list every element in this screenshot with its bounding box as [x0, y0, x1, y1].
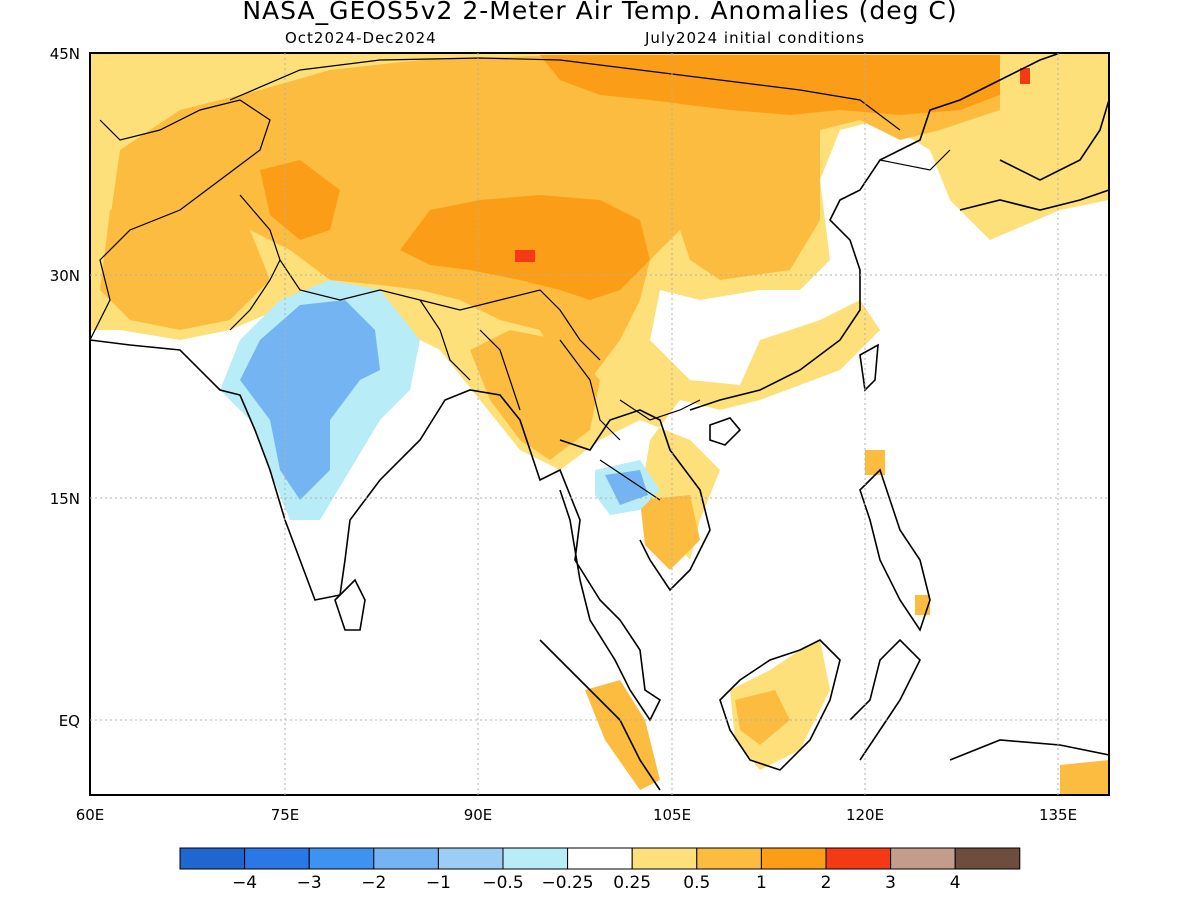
- tibetan-plateau: [400, 195, 650, 300]
- lon-label: 75E: [271, 806, 300, 824]
- colorbar-label: 4: [950, 873, 961, 893]
- colorbar-swatch: [825, 847, 892, 870]
- lat-label: 15N: [50, 490, 80, 508]
- colorbar-swatch: [954, 847, 1021, 870]
- korea-hotspot: [1020, 68, 1030, 84]
- coastlines: [90, 53, 1109, 791]
- borneo-warm: [735, 690, 790, 745]
- lon-label: 120E: [846, 806, 884, 824]
- kashmir-warm: [260, 160, 340, 240]
- colorbar-label: −2: [361, 873, 386, 893]
- initial-conditions: July2024 initial conditions: [645, 29, 866, 47]
- tibet-hotspot: [515, 250, 535, 262]
- colorbar-label: 2: [821, 873, 832, 893]
- mongolia-core: [540, 55, 1000, 115]
- colorbar-swatch: [502, 847, 569, 870]
- map-frame: [89, 52, 1110, 796]
- lat-axis: 45N 30N 15N EQ: [50, 45, 80, 730]
- anomaly-field: [90, 53, 1109, 795]
- lat-label: EQ: [59, 712, 80, 730]
- country-borders: [90, 57, 951, 501]
- central-india-core: [240, 300, 380, 500]
- cambodia-warm: [640, 495, 700, 570]
- colorbar-label: 3: [885, 873, 896, 893]
- colorbar-label: 0.5: [683, 873, 710, 893]
- colorbar-label: −1: [426, 873, 451, 893]
- lon-label: 60E: [76, 806, 105, 824]
- colorbar-swatch: [760, 847, 827, 870]
- lat-label: 30N: [50, 267, 80, 285]
- new-guinea-warm: [1060, 760, 1109, 795]
- colorbar-swatch: [308, 847, 375, 870]
- lon-axis: 60E 75E 90E 105E 120E 135E: [76, 806, 1077, 824]
- philippines-warm: [865, 450, 930, 615]
- colorbar-label: −3: [297, 873, 322, 893]
- colorbar-swatch: [631, 847, 698, 870]
- colorbar-swatch: [567, 847, 633, 870]
- map-title: NASA_GEOS5v2 2-Meter Air Temp. Anomalies…: [242, 0, 958, 25]
- colorbar-label: −0.5: [482, 873, 523, 893]
- colorbar-swatch: [437, 847, 504, 870]
- colorbar-swatch: [179, 847, 246, 870]
- lon-label: 90E: [464, 806, 493, 824]
- colorbar-label: −4: [232, 873, 257, 893]
- lon-label: 105E: [653, 806, 691, 824]
- colorbar-swatch: [696, 847, 762, 870]
- lon-label: 135E: [1039, 806, 1077, 824]
- colorbar-label: 0.25: [613, 873, 651, 893]
- lat-label: 45N: [50, 45, 80, 63]
- colorbar-label: −0.25: [542, 873, 594, 893]
- colorbar-swatch: [244, 847, 310, 870]
- colorbar-swatch: [890, 847, 956, 870]
- colorbar-swatch: [373, 847, 439, 870]
- colorbar: −4 −3 −2 −1 −0.5 −0.25 0.25 0.5 1 2 3 4: [179, 847, 1021, 893]
- thailand-core: [605, 470, 648, 505]
- gridlines: [90, 53, 1109, 795]
- colorbar-label: 1: [756, 873, 767, 893]
- myanmar-warm: [470, 330, 600, 460]
- forecast-period: Oct2024-Dec2024: [285, 29, 437, 47]
